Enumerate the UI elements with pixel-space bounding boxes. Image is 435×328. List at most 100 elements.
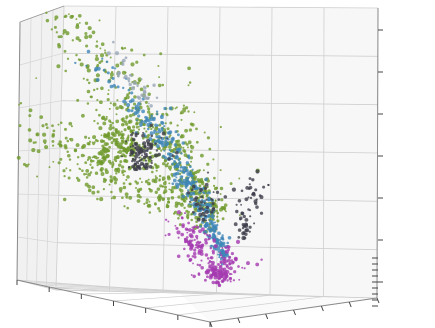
- data-point: [196, 202, 200, 206]
- data-point: [199, 177, 204, 182]
- data-point: [178, 179, 181, 181]
- y-axis-tick: [237, 317, 241, 324]
- data-point: [251, 178, 255, 182]
- data-point: [120, 106, 124, 110]
- data-point: [85, 173, 88, 176]
- data-point: [237, 199, 242, 203]
- data-point: [125, 101, 128, 104]
- data-point: [209, 268, 212, 271]
- data-point: [142, 123, 146, 127]
- data-point: [201, 217, 206, 222]
- data-point: [211, 225, 216, 230]
- data-point: [228, 266, 233, 271]
- data-point: [174, 204, 179, 208]
- data-point: [185, 183, 189, 187]
- data-point: [248, 209, 252, 212]
- data-point: [153, 131, 156, 134]
- data-point: [91, 156, 94, 159]
- data-point: [44, 122, 48, 126]
- data-point: [187, 221, 190, 225]
- data-point: [217, 198, 221, 201]
- data-point: [76, 156, 80, 159]
- data-point: [171, 186, 175, 190]
- data-point: [64, 127, 67, 131]
- data-point: [170, 196, 175, 200]
- data-point: [133, 167, 136, 170]
- data-point: [175, 182, 179, 187]
- data-point: [94, 171, 99, 175]
- data-point: [221, 234, 224, 237]
- data-point: [143, 202, 146, 205]
- data-point: [185, 236, 189, 239]
- data-point: [109, 178, 114, 183]
- data-point: [255, 262, 260, 267]
- data-point: [115, 63, 120, 68]
- data-point: [204, 214, 207, 218]
- data-point: [228, 262, 232, 266]
- data-point: [221, 238, 225, 241]
- data-point: [173, 210, 178, 214]
- series-3: [164, 210, 263, 288]
- data-point: [196, 244, 201, 248]
- data-point: [135, 109, 140, 114]
- data-point: [135, 60, 139, 64]
- data-point: [188, 239, 192, 243]
- data-point: [101, 57, 104, 60]
- data-point: [51, 139, 55, 143]
- data-point: [206, 227, 210, 231]
- data-point: [148, 183, 151, 186]
- data-point: [150, 134, 154, 138]
- data-point: [217, 253, 220, 256]
- data-point: [209, 246, 213, 250]
- data-point: [167, 220, 170, 223]
- data-point: [141, 154, 143, 157]
- data-point: [140, 181, 143, 184]
- data-point: [124, 71, 127, 74]
- data-point: [153, 129, 157, 133]
- data-point: [76, 98, 80, 102]
- data-point: [86, 78, 89, 82]
- data-point: [92, 135, 97, 140]
- data-point: [120, 130, 123, 133]
- data-point: [195, 237, 199, 240]
- data-point: [77, 178, 81, 182]
- back-gridline-horizontal: [63, 5, 379, 9]
- data-point: [96, 190, 100, 194]
- data-point: [142, 85, 146, 89]
- data-point: [117, 74, 120, 78]
- data-point: [51, 133, 55, 137]
- data-point: [183, 153, 188, 158]
- data-point: [199, 225, 202, 228]
- data-point: [78, 58, 82, 62]
- data-point: [176, 230, 181, 235]
- data-point: [217, 263, 220, 266]
- data-point: [219, 261, 223, 264]
- data-point: [176, 254, 181, 259]
- data-point: [28, 138, 33, 143]
- data-point: [187, 189, 190, 192]
- data-point: [120, 165, 125, 169]
- data-point: [137, 106, 140, 109]
- data-point: [189, 122, 193, 126]
- data-point: [167, 176, 171, 181]
- data-point: [161, 143, 165, 148]
- data-point: [104, 118, 107, 121]
- y-axis-tick: [265, 313, 269, 320]
- data-point: [66, 150, 69, 154]
- data-point: [224, 246, 228, 249]
- data-point: [103, 177, 106, 181]
- data-point: [177, 169, 180, 172]
- data-point: [184, 227, 189, 231]
- data-point: [68, 13, 70, 16]
- data-point: [157, 207, 161, 210]
- data-point: [150, 114, 153, 118]
- data-point: [216, 219, 220, 223]
- data-point: [219, 125, 222, 129]
- data-point: [204, 238, 208, 242]
- data-point: [109, 161, 113, 165]
- axis-ticks: [16, 29, 383, 328]
- data-point: [178, 143, 181, 146]
- data-point: [147, 178, 150, 181]
- data-point: [188, 233, 193, 238]
- data-point: [217, 242, 221, 246]
